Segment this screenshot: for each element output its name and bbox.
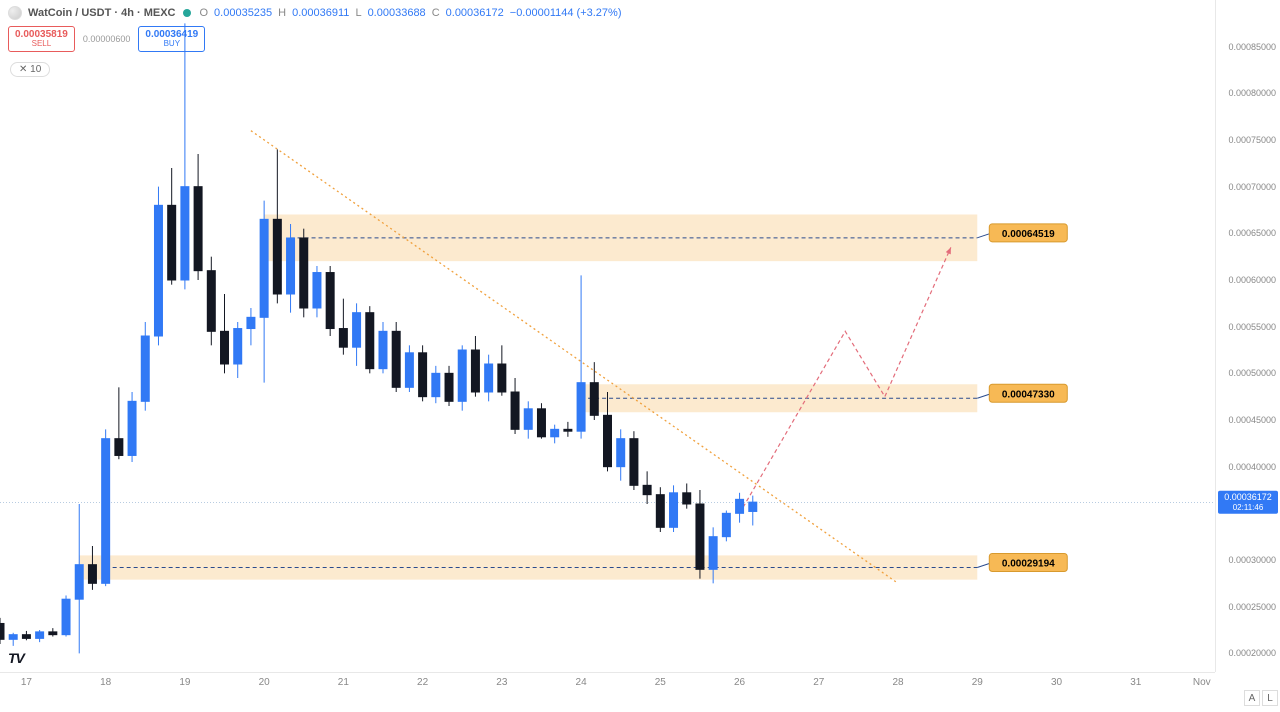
- candle: [9, 633, 17, 646]
- candle: [722, 511, 730, 542]
- tradingview-logo[interactable]: TV: [8, 650, 24, 666]
- y-tick-label: 0.00045000: [1228, 415, 1276, 425]
- time-axis[interactable]: 17 18 19 20 21 22 23 24 25 26 27 28 29 30 31 Nov: [0, 672, 1215, 712]
- candle: [88, 546, 96, 590]
- x-tick-label: Nov: [1193, 677, 1211, 688]
- candle: [168, 168, 176, 285]
- candle: [36, 630, 44, 642]
- candle: [458, 345, 466, 410]
- svg-text:0.00064519: 0.00064519: [1002, 229, 1055, 240]
- y-tick-label: 0.00020000: [1228, 648, 1276, 658]
- x-tick-label: 25: [655, 677, 666, 688]
- svg-text:0.00047330: 0.00047330: [1002, 389, 1055, 400]
- x-tick-label: 17: [21, 677, 32, 688]
- candle: [181, 23, 189, 289]
- candle: [643, 471, 651, 504]
- x-tick-label: 26: [734, 677, 745, 688]
- x-tick-label: 21: [338, 677, 349, 688]
- y-tick-label: 0.00060000: [1228, 275, 1276, 285]
- candle: [736, 493, 744, 523]
- svg-text:0.00029194: 0.00029194: [1002, 559, 1055, 570]
- candle: [419, 345, 427, 401]
- candle: [326, 266, 334, 336]
- x-tick-label: 27: [813, 677, 824, 688]
- candle: [353, 303, 361, 366]
- candle: [445, 366, 453, 406]
- candle: [102, 429, 110, 586]
- candle: [749, 496, 757, 526]
- candle: [366, 306, 374, 373]
- candle: [128, 392, 136, 462]
- scale-buttons: A L: [1244, 690, 1278, 706]
- price-axis[interactable]: 0.00085000 0.00080000 0.00075000 0.00070000…: [1215, 0, 1280, 672]
- x-tick-label: 28: [892, 677, 903, 688]
- candle: [115, 387, 123, 459]
- candle: [154, 187, 162, 346]
- candle: [405, 345, 413, 392]
- y-tick-label: 0.00075000: [1228, 135, 1276, 145]
- y-tick-label: 0.00025000: [1228, 602, 1276, 612]
- x-tick-label: 18: [100, 677, 111, 688]
- auto-scale-button[interactable]: A: [1244, 690, 1260, 706]
- candle: [0, 618, 4, 644]
- candle: [683, 483, 691, 508]
- candle: [564, 422, 572, 437]
- current-price-tag: 0.0003617202:11:46: [1218, 491, 1278, 513]
- y-tick-label: 0.00055000: [1228, 322, 1276, 332]
- candle: [617, 429, 625, 480]
- candle: [511, 378, 519, 434]
- chart-canvas[interactable]: 0.00064519 0.00047330 0.00029194: [0, 0, 1215, 672]
- candle: [339, 299, 347, 355]
- x-tick-label: 30: [1051, 677, 1062, 688]
- candle: [22, 631, 30, 640]
- x-tick-label: 22: [417, 677, 428, 688]
- candle: [313, 266, 321, 317]
- candle: [379, 322, 387, 373]
- candle: [670, 485, 678, 532]
- candle: [498, 345, 506, 395]
- log-scale-button[interactable]: L: [1262, 690, 1278, 706]
- candle: [630, 431, 638, 490]
- y-tick-label: 0.00085000: [1228, 42, 1276, 52]
- y-tick-label: 0.00080000: [1228, 88, 1276, 98]
- candle: [247, 308, 255, 345]
- y-tick-label: 0.00070000: [1228, 182, 1276, 192]
- candle: [221, 294, 229, 373]
- candle: [537, 403, 545, 438]
- x-tick-label: 19: [179, 677, 190, 688]
- candle: [471, 336, 479, 397]
- candle: [300, 229, 308, 318]
- candle: [590, 362, 598, 420]
- candle: [207, 257, 215, 346]
- candle: [49, 628, 57, 636]
- x-tick-label: 24: [576, 677, 587, 688]
- candle: [432, 366, 440, 403]
- candle: [392, 322, 400, 392]
- x-tick-label: 20: [259, 677, 270, 688]
- candle: [75, 504, 83, 653]
- candle: [273, 149, 281, 303]
- candle: [260, 201, 268, 383]
- y-tick-label: 0.00040000: [1228, 462, 1276, 472]
- candle: [485, 355, 493, 402]
- candle: [141, 322, 149, 411]
- candle: [551, 425, 559, 444]
- candle: [656, 487, 664, 532]
- candle: [234, 322, 242, 378]
- candle: [62, 595, 70, 636]
- chart-area[interactable]: 0.00064519 0.00047330 0.00029194: [0, 0, 1215, 672]
- x-tick-label: 31: [1130, 677, 1141, 688]
- y-tick-label: 0.00030000: [1228, 555, 1276, 565]
- candle: [194, 154, 202, 280]
- candle: [696, 490, 704, 579]
- x-tick-label: 23: [496, 677, 507, 688]
- y-tick-label: 0.00065000: [1228, 228, 1276, 238]
- candle: [524, 401, 532, 438]
- x-tick-label: 29: [972, 677, 983, 688]
- candle: [577, 275, 585, 438]
- y-tick-label: 0.00050000: [1228, 368, 1276, 378]
